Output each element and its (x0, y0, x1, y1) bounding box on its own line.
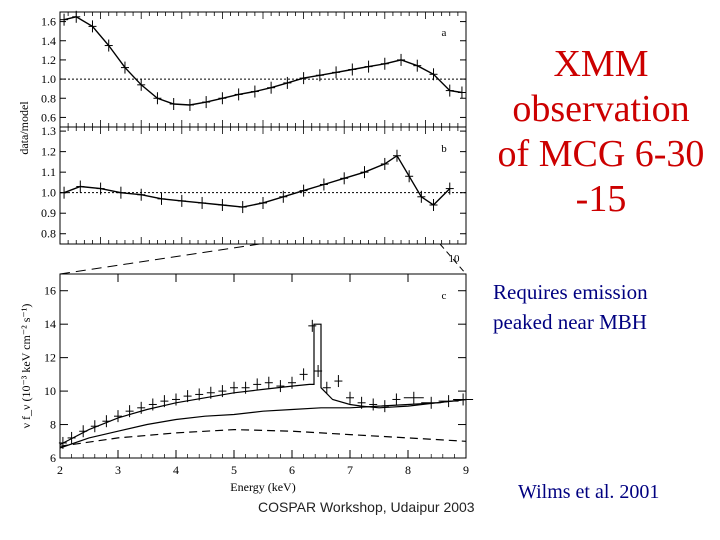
panel-c-series-dashed-component (59, 428, 467, 447)
panel-c-xtick-label: 8 (405, 463, 411, 477)
panel-b-ytick-label: 1.1 (41, 165, 56, 179)
panel-b-ytick-label: 1.3 (41, 124, 56, 138)
zoom-axis-label: 10 (449, 253, 461, 265)
panel-c-data-point (276, 380, 285, 393)
panel-c-data-point (403, 391, 424, 404)
panel-c-ytick-label: 10 (44, 384, 56, 398)
panel-c-data-point (322, 381, 331, 394)
panel-a-ylabel: data/model (17, 101, 31, 155)
panel-c-frame (59, 273, 467, 459)
panel-c-xtick-label: 6 (289, 463, 295, 477)
panel-c-data-point (392, 393, 401, 406)
panel-c-data-point (369, 398, 378, 411)
credit-citation: Wilms et al. 2001 (518, 481, 660, 503)
panel-c-xtick-label: 7 (347, 463, 353, 477)
panel-c-ytick-label: 8 (50, 418, 56, 432)
panel-b-frame (59, 126, 467, 245)
title-line-1: XMM (553, 43, 649, 85)
panel-c-data-point (172, 393, 180, 406)
panel-b-ytick-label: 1.2 (41, 145, 56, 159)
panel-c-xtick-label: 9 (463, 463, 469, 477)
slide-title: XMM observation of MCG 6-30 -15 (482, 42, 720, 222)
panel-a-ytick-label: 1.0 (41, 72, 56, 86)
panel-c-xlabel: Energy (keV) (230, 480, 295, 494)
panel-c-ytick-label: 16 (44, 284, 56, 298)
panel-b-ytick-label: 0.9 (41, 206, 56, 220)
panel-c-data-point (253, 378, 262, 391)
panel-c-ytick-label: 6 (50, 451, 56, 465)
panel-c-ytick-label: 14 (44, 317, 56, 331)
panel-a-label: a (442, 27, 447, 39)
panel-b-ytick-label: 1.0 (41, 186, 56, 200)
panel-c-data-point (308, 319, 317, 332)
panel-c-data-point (299, 368, 308, 381)
title-line-4: -15 (575, 178, 627, 220)
panel-a-trace (63, 16, 463, 106)
panel-a-frame (59, 11, 467, 128)
panel-c-xtick-label: 4 (173, 463, 179, 477)
zoom-connector-right (439, 243, 467, 275)
panel-c-xtick-label: 3 (115, 463, 121, 477)
panel-c-xtick-label: 5 (231, 463, 237, 477)
body-line-1: Requires emission (493, 280, 648, 304)
title-line-2: observation (512, 88, 690, 130)
panel-a-ytick-label: 1.4 (41, 34, 56, 48)
panel-a-ytick-label: 1.6 (41, 15, 56, 29)
panel-b-ytick-label: 0.8 (41, 227, 56, 241)
panel-a-ytick-label: 1.2 (41, 53, 56, 67)
panel-c-data-point (334, 375, 343, 388)
panel-c-ylabel: ν f_ν (10⁻³ keV cm⁻² s⁻¹) (19, 304, 33, 429)
zoom-connector-left (59, 243, 261, 275)
panel-a-ytick-label: 0.8 (41, 91, 56, 105)
panel-c-label: c (442, 290, 447, 302)
panel-c-ytick-label: 12 (44, 351, 56, 365)
panel-b-label: b (441, 143, 447, 155)
panel-b-trace (63, 154, 451, 208)
panel-c-xtick-label: 2 (57, 463, 63, 477)
panel-c-data-point (183, 390, 192, 403)
panel-c-data-point (137, 401, 146, 414)
slide-body: Requires emission peaked near MBH (493, 277, 713, 337)
footer-workshop: COSPAR Workshop, Udaipur 2003 (258, 499, 475, 515)
panel-c-data-point (114, 410, 122, 423)
panel-b-point (60, 186, 69, 199)
panel-a-ytick-label: 0.6 (41, 110, 56, 124)
panel-c-series-continuum (59, 398, 467, 449)
panel-c-series-total-model (59, 323, 467, 446)
title-line-3: of MCG 6-30 (497, 133, 705, 175)
panel-c-data-point (346, 391, 354, 404)
panel-c-data-point (264, 376, 273, 389)
body-line-2: peaked near MBH (493, 310, 647, 334)
panel-c-data-point (230, 381, 238, 394)
panel-c-data-point (288, 376, 296, 389)
